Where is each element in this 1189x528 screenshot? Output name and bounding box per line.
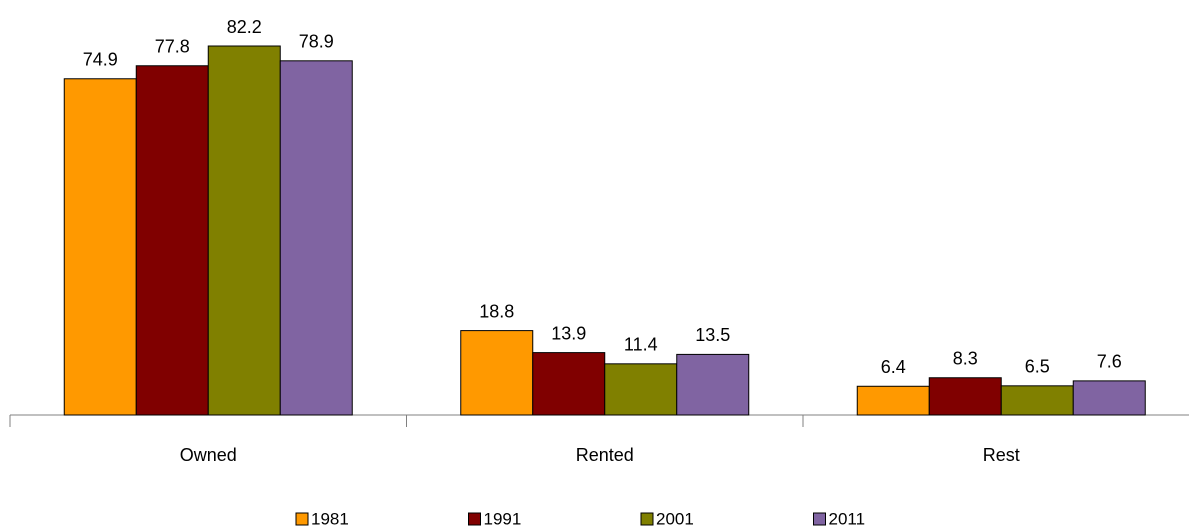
value-label: 77.8 xyxy=(155,37,190,57)
legend-swatch xyxy=(813,512,826,526)
x-tick-label: Rented xyxy=(576,445,634,465)
legend-label: 2011 xyxy=(829,509,866,528)
value-label: 6.4 xyxy=(881,357,906,377)
bar xyxy=(460,330,534,416)
value-label: 18.8 xyxy=(479,301,514,321)
legend-swatch xyxy=(295,512,309,526)
legend-label: 1991 xyxy=(484,509,522,528)
bar xyxy=(279,60,353,416)
bar xyxy=(135,65,209,416)
bar xyxy=(1000,385,1074,416)
bar xyxy=(856,385,930,416)
legend: 1981 1991 2001 2011 xyxy=(295,509,866,528)
value-label: 6.5 xyxy=(1025,357,1050,377)
value-label: 7.6 xyxy=(1097,352,1122,372)
legend-swatch xyxy=(468,512,481,526)
bar xyxy=(207,45,281,416)
bar xyxy=(1072,380,1146,416)
bar xyxy=(676,353,750,416)
bar xyxy=(532,352,606,416)
value-label: 74.9 xyxy=(83,50,118,70)
legend-swatch xyxy=(640,512,654,526)
value-label: 11.4 xyxy=(624,335,658,355)
value-label: 8.3 xyxy=(953,348,978,368)
value-label: 13.9 xyxy=(551,323,586,343)
bar xyxy=(928,377,1002,416)
x-tick-label: Owned xyxy=(180,445,237,465)
value-label: 13.5 xyxy=(695,325,730,345)
legend-label: 1981 xyxy=(311,509,349,528)
bar xyxy=(604,363,678,416)
bar xyxy=(63,78,137,416)
legend-label: 2001 xyxy=(656,509,694,528)
value-label: 78.9 xyxy=(299,32,334,52)
value-label: 82.2 xyxy=(227,17,262,37)
x-tick-label: Rest xyxy=(983,445,1020,465)
